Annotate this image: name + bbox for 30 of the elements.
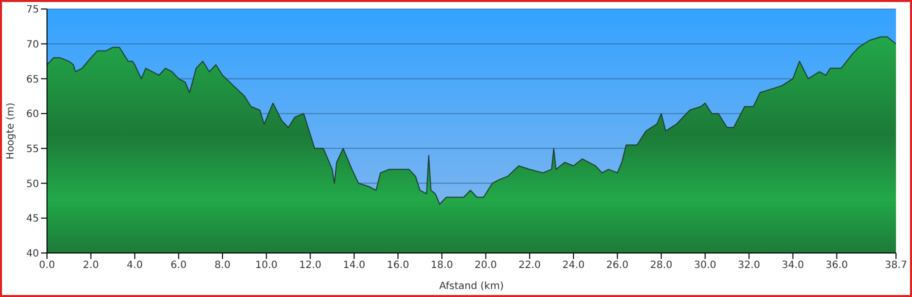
y-tick-label: 40 [26,248,39,260]
y-tick-label: 75 [26,4,39,16]
y-tick-label: 50 [26,178,39,190]
x-tick-label: 18.0 [430,260,454,272]
x-tick-label: 26.0 [606,260,629,272]
x-tick-label: 2.0 [82,260,99,272]
x-tick-label: 14.0 [343,260,366,272]
x-tick-label: 34.0 [782,260,804,272]
x-tick-label: 10.0 [255,260,278,272]
y-tick-label: 60 [26,109,39,120]
x-tick-label: 12.0 [299,260,322,272]
y-tick-label: 45 [26,214,39,225]
y-tick-label: 55 [26,144,39,155]
x-tick-label: 38.7 [884,260,908,272]
x-axis-title: Afstand (km) [439,281,504,292]
y-tick-label: 65 [26,74,39,86]
x-tick-label: 0.0 [39,260,55,272]
x-tick-label: 16.0 [386,260,410,272]
x-tick-label: 24.0 [562,260,585,272]
x-tick-label: 8.0 [214,260,230,272]
x-tick-label: 6.0 [170,260,187,272]
x-tick-label: 20.0 [474,260,497,272]
x-tick-label: 28.0 [650,260,672,272]
y-tick-label: 70 [26,39,39,50]
x-tick-label: 36.0 [826,260,848,272]
x-tick-label: 4.0 [126,260,143,272]
x-tick-label: 30.0 [694,260,716,272]
y-axis-title: Hoogte (m) [6,102,17,160]
x-tick-label: 22.0 [518,260,541,272]
x-tick-label: 32.0 [738,260,760,272]
